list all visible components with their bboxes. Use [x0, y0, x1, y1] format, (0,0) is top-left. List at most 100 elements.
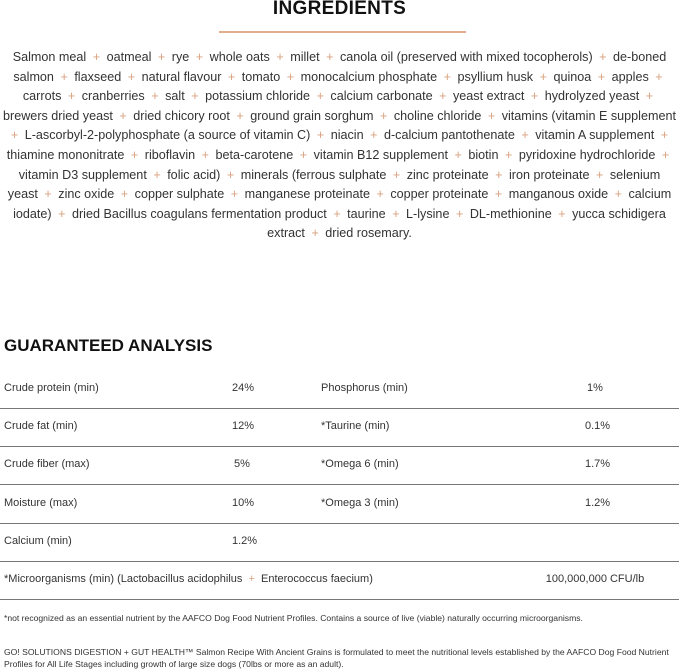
plus-separator: + — [44, 187, 52, 202]
ingredient-item: hydrolyzed yeast — [544, 89, 640, 104]
plus-separator: + — [60, 69, 68, 84]
ingredient-item: folic acid) — [167, 167, 221, 182]
plus-separator: + — [333, 206, 341, 221]
ingredient-item: de-boned salmon — [13, 50, 667, 84]
analysis-row: Crude fiber (max) 5% *Omega 6 (min) 1.7% — [0, 446, 679, 486]
plus-separator: + — [379, 108, 388, 123]
plus-separator: + — [597, 69, 606, 84]
ingredients-title: INGREDIENTS — [272, 0, 407, 19]
ingredient-item: brewers dried yeast — [3, 108, 113, 123]
plus-separator: + — [660, 128, 669, 143]
ingredient-item: biotin — [468, 147, 499, 162]
plus-separator: + — [521, 128, 529, 143]
nutrient-value: 1.7% — [585, 458, 611, 471]
nutrient-value: 5% — [234, 458, 250, 471]
plus-separator: + — [530, 89, 539, 104]
ingredient-item: dried Bacillus coagulans fermentation pr… — [71, 206, 327, 221]
plus-separator: + — [316, 128, 325, 143]
nutrient-value: 10% — [232, 496, 255, 509]
plus-separator: + — [226, 167, 235, 182]
nutrient-name: Crude protein (min) — [4, 382, 99, 394]
ingredient-item: DL-methionine — [469, 206, 552, 221]
ingredient-item: natural flavour — [141, 69, 222, 84]
ingredient-item: monocalcium phosphate — [300, 69, 438, 84]
plus-separator: + — [276, 50, 284, 64]
plus-separator: + — [443, 69, 452, 84]
ingredient-item: vitamin B12 supplement — [313, 147, 448, 162]
plus-separator: + — [495, 167, 503, 182]
analysis-row: Crude protein (min) 24% Phosphorus (min) 1% — [0, 370, 679, 409]
ingredient-item: zinc oxide — [58, 187, 115, 202]
nutrient-name: Crude fat (min) — [4, 420, 78, 433]
plus-separator: + — [119, 108, 127, 123]
nutrient-value: 1% — [587, 382, 603, 394]
nutrient-value: 1.2% — [585, 496, 611, 509]
plus-separator: + — [599, 50, 607, 64]
ingredient-item: rye — [171, 50, 190, 64]
plus-separator: + — [120, 187, 129, 202]
ingredient-item: oatmeal — [106, 50, 152, 64]
aafco-statement: GO! SOLUTIONS DIGESTION + GUT HEALTH™ Sa… — [4, 647, 669, 669]
ingredient-item: apples — [611, 69, 649, 84]
plus-separator: + — [130, 147, 139, 162]
nutrient-name: *Omega 6 (min) — [321, 458, 399, 471]
ingredient-item: ground grain sorghum — [250, 108, 374, 123]
plus-separator: + — [661, 147, 670, 162]
ingredient-item: manganese proteinate — [244, 187, 370, 202]
plus-separator: + — [455, 206, 464, 221]
ingredient-item: Salmon meal — [12, 50, 87, 64]
ingredient-item: millet — [290, 50, 320, 64]
plus-separator: + — [92, 50, 101, 64]
plus-separator: + — [504, 147, 513, 162]
ingredient-item: yucca schidigera extract — [267, 206, 666, 241]
plus-separator: + — [494, 187, 503, 202]
plus-separator: + — [539, 69, 547, 84]
plus-separator: + — [439, 89, 447, 104]
ingredient-item: quinoa — [553, 69, 592, 84]
title-divider — [219, 31, 466, 33]
analysis-row: Moisture (max) 10% *Omega 3 (min) 1.2% — [0, 485, 679, 524]
plus-separator: + — [311, 226, 319, 241]
microorganisms-label: *Microorganisms (min) (Lactobacillus aci… — [4, 573, 373, 585]
ingredient-item: taurine — [347, 206, 386, 221]
plus-separator: + — [655, 69, 663, 84]
plus-separator: + — [299, 147, 308, 162]
nutrient-value: 0.1% — [585, 420, 611, 433]
ingredient-item: zinc proteinate — [406, 167, 489, 182]
nutrient-name: Moisture (max) — [4, 496, 78, 509]
ingredient-item: cranberries — [81, 89, 145, 104]
ingredient-item: calcium iodate) — [13, 187, 672, 221]
plus-separator: + — [645, 89, 654, 104]
ingredient-item: pyridoxine hydrochloride — [518, 147, 656, 162]
ingredients-list: Salmon meal + oatmeal + rye + whole oats… — [2, 48, 677, 244]
ingredient-item: psyllium husk — [457, 69, 534, 84]
ingredient-item: dried chicory root — [133, 108, 230, 123]
plus-separator: + — [10, 128, 19, 143]
ingredient-item: dried rosemary. — [325, 226, 412, 241]
ingredient-item: L-lysine — [406, 206, 450, 221]
plus-separator: + — [67, 89, 76, 104]
plus-separator: + — [376, 187, 384, 202]
analysis-row: Crude fat (min) 12% *Taurine (min) 0.1% — [0, 408, 679, 448]
nutrient-name: Phosphorus (min) — [321, 382, 408, 394]
ingredient-item: copper proteinate — [390, 187, 489, 202]
plus-separator: + — [58, 206, 66, 221]
ingredient-item: choline chloride — [393, 108, 482, 123]
analysis-row: Calcium (min) 1.2% — [0, 523, 679, 562]
plus-separator: + — [201, 147, 210, 162]
plus-separator: + — [153, 167, 161, 182]
ingredient-item: whole oats — [209, 50, 270, 64]
ingredient-item: manganous oxide — [508, 187, 609, 202]
plus-separator: + — [227, 69, 236, 84]
ingredient-item: vitamins (vitamin E supplement — [501, 108, 676, 123]
nutrient-value: 12% — [232, 420, 255, 433]
plus-separator: + — [151, 89, 159, 104]
ingredient-item: d-calcium pantothenate — [383, 128, 515, 143]
ingredient-item: selenium yeast — [7, 167, 661, 202]
nutrient-name: Calcium (min) — [4, 534, 72, 547]
plus-separator: + — [596, 167, 604, 182]
ingredient-item: niacin — [330, 128, 364, 143]
plus-separator: + — [558, 206, 566, 221]
nutrient-value: 24% — [232, 382, 255, 394]
nutrient-name: *Omega 3 (min) — [321, 496, 399, 509]
